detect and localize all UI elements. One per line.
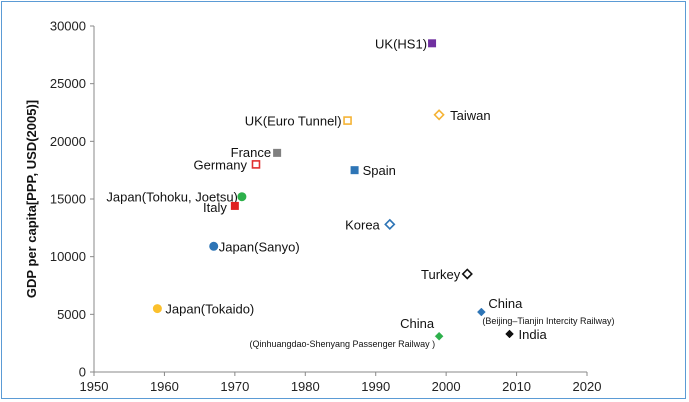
- x-tick-label: 1990: [361, 379, 390, 394]
- data-point: Japan(Tohoku, Joetsu): [106, 190, 247, 205]
- point-label: Taiwan: [450, 108, 490, 123]
- y-tick-label: 5000: [57, 307, 86, 322]
- data-point: Germany: [194, 157, 261, 172]
- data-point: Japan(Tokaido): [152, 302, 254, 317]
- point-label: China: [400, 316, 435, 331]
- point-label: Germany: [194, 157, 248, 172]
- y-tick-label: 10000: [50, 249, 86, 264]
- y-tick-label: 30000: [50, 19, 86, 34]
- y-tick-label: 20000: [50, 134, 86, 149]
- point-label: Japan(Sanyo): [219, 239, 300, 254]
- point-label: Japan(Tohoku, Joetsu): [106, 190, 238, 205]
- diamond-marker: [384, 218, 396, 231]
- point-label: Turkey: [421, 267, 461, 282]
- square-marker: [273, 148, 282, 157]
- x-tick-label: 2010: [502, 379, 531, 394]
- axes: [90, 25, 588, 376]
- data-point: China (Qinhuangdao-Shenyang Passenger Rai…: [249, 316, 444, 349]
- point-label: Spain: [363, 163, 396, 178]
- data-point: Japan(Sanyo): [209, 239, 300, 254]
- point-label: Italy: [203, 200, 227, 215]
- x-tick-label: 1950: [80, 379, 109, 394]
- point-label: India: [519, 327, 548, 342]
- circle-marker: [237, 192, 247, 202]
- data-point: Taiwan: [433, 108, 491, 123]
- point-label: China: [488, 296, 523, 311]
- data-point: Spain: [350, 163, 396, 178]
- y-tick-labels: 0 5000 10000 15000 20000 25000 30000: [50, 19, 86, 380]
- point-sublabel: (Qinhuangdao-Shenyang Passenger Railway …: [249, 339, 435, 349]
- point-sublabel: (Beijing–Tianjin Intercity Railway): [482, 316, 614, 326]
- data-point: Turkey: [421, 267, 473, 282]
- y-axis-label: GDP per capita[PPP, USD(2005)]: [24, 100, 39, 298]
- y-tick-label: 25000: [50, 76, 86, 91]
- data-point: Korea: [345, 217, 396, 232]
- x-tick-label: 2000: [432, 379, 461, 394]
- square-marker: [251, 160, 261, 169]
- diamond-marker: [477, 307, 486, 317]
- data-point: China (Beijing–Tianjin Intercity Railway): [477, 296, 615, 326]
- x-tick-label: 1980: [291, 379, 320, 394]
- data-points: UK(HS1) Taiwan UK(Euro Tunnel) FranceGerman…: [106, 36, 614, 349]
- x-tick-label: 1970: [220, 379, 249, 394]
- data-point: UK(HS1): [375, 36, 437, 51]
- circle-marker: [152, 304, 162, 314]
- diamond-marker: [505, 329, 514, 339]
- square-marker: [230, 201, 239, 210]
- data-point: Italy: [203, 200, 239, 215]
- x-tick-label: 1960: [150, 379, 179, 394]
- point-label: Japan(Tokaido): [165, 302, 254, 317]
- x-tick-labels: 1950 1960 1970 1980 1990 2000 2010 2020: [80, 379, 602, 394]
- square-marker: [343, 116, 352, 125]
- y-tick-label: 15000: [50, 192, 86, 207]
- circle-marker: [209, 241, 219, 251]
- point-label: France: [231, 145, 271, 160]
- data-point: UK(Euro Tunnel): [245, 114, 352, 129]
- data-point: India: [505, 327, 548, 342]
- point-label: Korea: [345, 217, 380, 232]
- point-label: UK(HS1): [375, 36, 427, 51]
- point-label: UK(Euro Tunnel): [245, 114, 342, 129]
- diamond-marker: [461, 268, 473, 280]
- square-marker: [350, 166, 359, 175]
- x-tick-label: 2020: [573, 379, 602, 394]
- y-tick-label: 0: [79, 365, 86, 380]
- square-marker: [428, 39, 437, 48]
- diamond-marker: [434, 331, 444, 341]
- data-point: France: [231, 145, 282, 160]
- diamond-marker: [433, 109, 445, 121]
